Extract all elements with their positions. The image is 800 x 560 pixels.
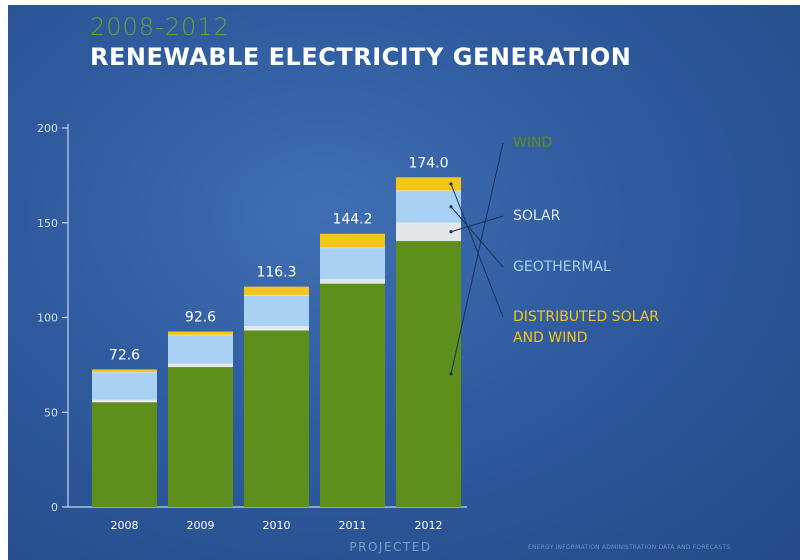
bar-segment-distributed-2010 [244, 286, 309, 296]
legend-label-wind: WIND [513, 135, 552, 151]
bar-segment-geothermal-2011 [320, 247, 385, 280]
legend-label-line: WIND [513, 135, 552, 151]
x-tick-label: 2009 [187, 519, 215, 532]
bar-segment-geothermal-2008 [92, 372, 157, 401]
x-tick-label: 2012 [415, 519, 443, 532]
bar-segment-distributed-2012 [396, 177, 461, 191]
projected-label: PROJECTED [349, 540, 431, 554]
y-tick-label: 150 [37, 217, 58, 230]
bar-segment-solar-2011 [320, 279, 385, 284]
bar-chart: 0 50 100 150 200 72.6 2008 92.6 2009 116.3 2010 144… [37, 122, 659, 554]
source-note: ENERGY INFORMATION ADMINISTRATION DATA A… [528, 544, 731, 551]
bar-segment-solar-2009 [168, 363, 233, 367]
bar-segment-wind-2008 [92, 402, 157, 507]
bar-total-label: 116.3 [256, 265, 296, 281]
chart-subtitle: 2008-2012 [90, 13, 230, 41]
legend-label-line: GEOTHERMAL [513, 259, 611, 275]
bar-segment-wind-2010 [244, 330, 309, 507]
bar-total-label: 72.6 [109, 347, 140, 363]
x-tick-label: 2008 [111, 519, 139, 532]
bar-segment-wind-2009 [168, 366, 233, 507]
bar-total-label: 174.0 [408, 155, 448, 171]
bar-segment-distributed-2009 [168, 331, 233, 336]
y-tick-label: 200 [37, 122, 58, 135]
bar-segment-geothermal-2010 [244, 295, 309, 327]
legend-leader-dot [449, 230, 453, 234]
legend-label-line: SOLAR [513, 208, 561, 224]
x-tick-label: 2011 [339, 519, 367, 532]
legend-leader-line [450, 183, 504, 318]
y-tick-label: 0 [51, 501, 58, 514]
legend-label-line: AND WIND [513, 330, 588, 346]
y-tick-label: 100 [37, 312, 58, 325]
chart-title: RENEWABLE ELECTRICITY GENERATION [90, 43, 632, 71]
legend-label-geothermal: GEOTHERMAL [513, 259, 611, 275]
chart-panel: 2008-2012 RENEWABLE ELECTRICITY GENERATI… [8, 5, 800, 560]
bar-segment-solar-2010 [244, 326, 309, 331]
legend-label-solar: SOLAR [513, 208, 561, 224]
bar-total-label: 92.6 [185, 310, 216, 326]
legend-leader-line [450, 142, 504, 374]
bar-segment-wind-2011 [320, 283, 385, 507]
legend-leader-dot [449, 182, 453, 186]
legend-label-distributed: DISTRIBUTED SOLAR AND WIND [513, 309, 659, 346]
legend-leader-dot [449, 372, 453, 376]
bar-segment-geothermal-2009 [168, 335, 233, 364]
bar-total-label: 144.2 [332, 212, 372, 228]
bar-segment-solar-2012 [396, 222, 461, 241]
legend-leader-dot [449, 205, 453, 209]
legend-leader-line [450, 206, 504, 268]
y-tick-label: 50 [44, 406, 58, 419]
x-tick-label: 2010 [263, 519, 291, 532]
bar-segment-solar-2008 [92, 400, 157, 403]
legend-label-line: DISTRIBUTED SOLAR [513, 309, 659, 325]
bar-segment-distributed-2008 [92, 369, 157, 373]
bar-segment-distributed-2011 [320, 233, 385, 248]
legend-leader-line [450, 215, 504, 233]
